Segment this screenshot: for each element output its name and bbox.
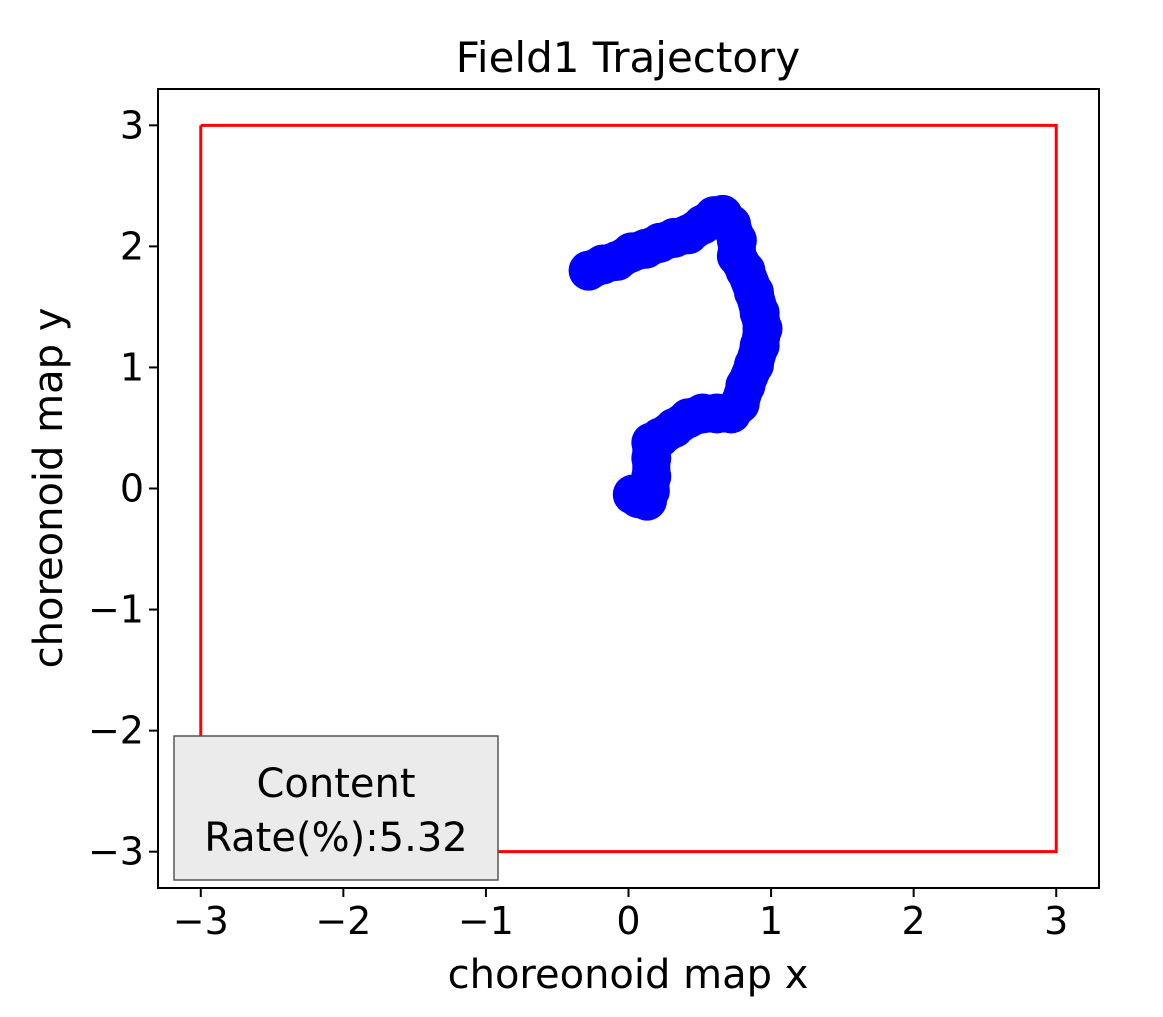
annotation-line-2: Rate(%):5.32 bbox=[204, 815, 467, 861]
y-axis-label: choreonoid map y bbox=[26, 308, 72, 669]
x-axis-label: choreonoid map x bbox=[448, 952, 809, 998]
y-tick-label: −2 bbox=[88, 709, 144, 753]
x-tick-label: 1 bbox=[759, 899, 783, 943]
y-tick-label: −3 bbox=[88, 830, 144, 874]
y-tick-label: −1 bbox=[88, 588, 144, 632]
plot-area bbox=[199, 123, 1058, 854]
x-tick-label: −2 bbox=[315, 899, 371, 943]
x-tick-label: 3 bbox=[1044, 899, 1068, 943]
annotation-box-background bbox=[173, 735, 499, 881]
annotation-line-1: Content bbox=[256, 761, 415, 807]
content-rate-box: Content Rate(%):5.32 bbox=[173, 735, 499, 881]
chart-title: Field1 Trajectory bbox=[456, 33, 800, 82]
x-tick-label: −3 bbox=[173, 899, 229, 943]
y-tick-label: 0 bbox=[120, 467, 144, 511]
axis-ticks: −3 −2 −1 0 1 2 3 −3 −2 −1 0 1 2 3 bbox=[88, 103, 1068, 943]
x-tick-label: 2 bbox=[902, 899, 926, 943]
boundary-square bbox=[199, 123, 1058, 854]
x-tick-label: −1 bbox=[458, 899, 514, 943]
y-tick-label: 3 bbox=[120, 103, 144, 147]
y-tick-label: 2 bbox=[120, 224, 144, 268]
trajectory-point bbox=[612, 474, 653, 515]
y-tick-label: 1 bbox=[120, 345, 144, 389]
x-tick-label: 0 bbox=[616, 899, 640, 943]
axes-frame bbox=[157, 88, 1100, 889]
